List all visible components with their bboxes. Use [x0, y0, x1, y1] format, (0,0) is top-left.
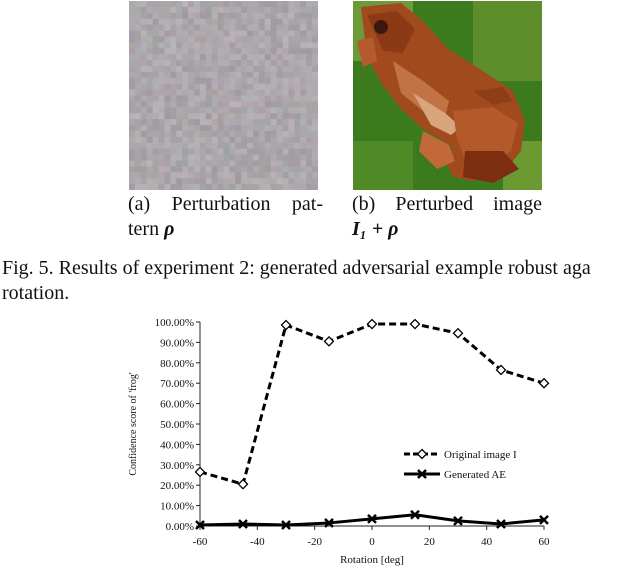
x-tick-label: 20 [424, 536, 436, 548]
legend-1-label: Generated AE [444, 469, 506, 481]
x-tick-label: -20 [307, 536, 322, 548]
y-tick-label: 90.00% [160, 337, 194, 349]
series-0-point [452, 327, 464, 339]
x-tick-label: -40 [250, 536, 265, 548]
subfigure-b-caption: (b) Perturbed image I₁ + ρ [352, 192, 542, 242]
series-1-point [539, 514, 549, 525]
subcap-a-word3: tern [128, 218, 160, 240]
series-0-point [280, 319, 292, 331]
legend-0-marker [416, 448, 428, 460]
x-axis-label: Rotation [deg] [340, 554, 404, 566]
series-1-point [324, 518, 334, 528]
subfigure-a-caption: (a) Perturbation pat- tern ρ [128, 192, 323, 242]
x-tick-label: 0 [369, 536, 375, 548]
series-1-point [281, 520, 291, 530]
y-tick-label: 0.00% [166, 521, 194, 533]
series-0-point [409, 318, 421, 330]
series-0-point [237, 478, 249, 490]
legend-1-marker [417, 469, 427, 479]
subcap-b-word1: Perturbed [395, 193, 474, 215]
series-1-point [367, 513, 377, 524]
legend-0-label: Original image I [444, 449, 517, 461]
y-tick-label: 30.00% [160, 460, 194, 472]
series-0-point [495, 364, 507, 376]
y-tick-label: 70.00% [160, 378, 194, 390]
y-tick-label: 40.00% [160, 439, 194, 451]
x-tick-label: -60 [193, 536, 208, 548]
subcap-b-math: I₁ + ρ [352, 218, 399, 240]
series-0-point [194, 466, 206, 478]
perturbed-frog-image [353, 1, 542, 190]
x-tick-label: 60 [539, 536, 551, 548]
subcap-a-math: ρ [164, 218, 175, 240]
subcap-b-label: (b) [352, 193, 376, 215]
series-0-point [538, 377, 550, 389]
y-tick-label: 60.00% [160, 399, 194, 411]
y-tick-label: 80.00% [160, 358, 194, 370]
subcap-a-word1: Perturbation [171, 193, 271, 215]
subcap-a-label: (a) [128, 193, 151, 215]
perturbation-pattern-image [129, 1, 318, 190]
series-0-point [366, 318, 378, 330]
figure-caption: Fig. 5. Results of experiment 2: generat… [2, 256, 640, 306]
series-1-point [453, 516, 463, 526]
confidence-line-chart: 0.00% 10.00% 20.00% 30.00% 40.00% 50.00% 60.00… [128, 317, 551, 566]
subcap-a-word2: pat- [291, 193, 323, 215]
figure-caption-line2: rotation. [2, 282, 70, 304]
figure-caption-line1: Fig. 5. Results of experiment 2: generat… [2, 257, 591, 279]
series-1-point [410, 509, 420, 520]
y-axis-label: Confidence score of 'frog' [128, 372, 139, 475]
series-1-point [238, 519, 248, 529]
y-tick-label: 20.00% [160, 480, 194, 492]
series-0-point [323, 335, 335, 347]
subcap-b-word2: image [493, 193, 542, 215]
y-tick-label: 50.00% [160, 419, 194, 431]
series-1-point [496, 519, 506, 529]
y-tick-label: 100.00% [155, 317, 194, 329]
x-tick-label: 40 [481, 536, 493, 548]
y-tick-label: 10.00% [160, 501, 194, 513]
series-1-point [195, 520, 205, 530]
